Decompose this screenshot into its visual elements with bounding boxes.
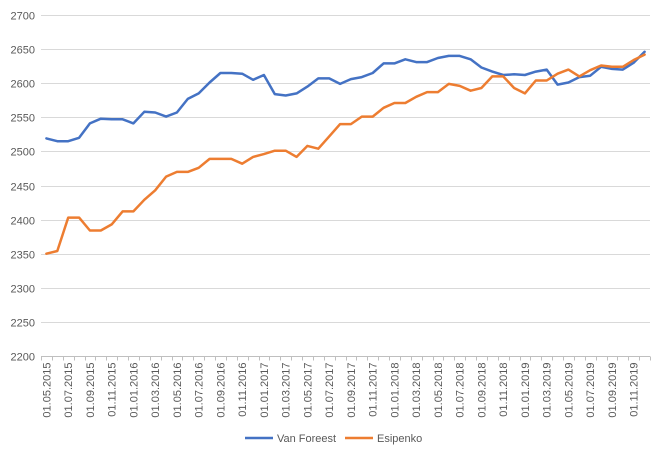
- y-tick-label: 2450: [11, 182, 35, 194]
- x-tick-label: 01.11.2016: [237, 363, 249, 417]
- y-tick-label: 2700: [11, 11, 35, 23]
- legend: Van Foreest Esipenko: [245, 433, 422, 445]
- x-tick-label: 01.05.2018: [433, 363, 445, 418]
- x-tick-label: 01.01.2016: [128, 363, 140, 418]
- x-tick-label: 01.07.2015: [63, 363, 75, 418]
- legend-label: Van Foreest: [277, 433, 336, 445]
- x-tick-label: 01.11.2018: [498, 363, 510, 417]
- x-tick-label: 01.11.2017: [368, 363, 380, 417]
- x-tick-label: 01.05.2015: [41, 363, 53, 418]
- y-tick-label: 2500: [11, 147, 35, 159]
- legend-item-esipenko: Esipenko: [345, 433, 422, 445]
- legend-item-van-foreest: Van Foreest: [245, 433, 336, 445]
- x-tick-label: 01.01.2019: [520, 363, 532, 418]
- x-tick-label: 01.11.2015: [107, 363, 119, 417]
- x-tick-label: 01.05.2019: [563, 363, 575, 418]
- x-tick-label: 01.01.2017: [259, 363, 271, 418]
- y-tick-label: 2400: [11, 216, 35, 228]
- y-tick-label: 2650: [11, 45, 35, 57]
- x-tick-label: 01.05.2016: [172, 363, 184, 418]
- y-tick-label: 2350: [11, 250, 35, 262]
- x-tick-label: 01.03.2016: [150, 363, 162, 418]
- x-tick-label: 01.03.2018: [411, 363, 423, 418]
- x-tick-label: 01.07.2019: [585, 363, 597, 418]
- y-tick-label: 2200: [11, 352, 35, 364]
- y-tick-label: 2550: [11, 113, 35, 125]
- y-tick-label: 2600: [11, 79, 35, 91]
- x-tick-label: 01.01.2018: [389, 363, 401, 418]
- y-tick-label: 2300: [11, 284, 35, 296]
- legend-label: Esipenko: [377, 433, 422, 445]
- x-tick-label: 01.09.2015: [85, 363, 97, 418]
- axes: 2200 2250 2300 2350 2400 2450 2500 2550 2600 2650…: [11, 11, 651, 418]
- x-tick-label: 01.07.2016: [194, 363, 206, 418]
- x-tick-label: 01.07.2017: [324, 363, 336, 418]
- x-tick-label: 01.07.2018: [455, 363, 467, 418]
- x-tick-label: 01.03.2017: [281, 363, 293, 418]
- x-tick-label: 01.09.2018: [476, 363, 488, 418]
- x-tick-label: 01.09.2017: [346, 363, 358, 418]
- y-tick-label: 2250: [11, 318, 35, 330]
- series-lines: [45, 50, 646, 255]
- gridlines: [41, 15, 650, 357]
- x-tick-label: 01.09.2019: [607, 363, 619, 418]
- x-tick-label: 01.09.2016: [215, 363, 227, 418]
- series-line-van-foreest: [45, 50, 646, 143]
- x-tick-label: 01.05.2017: [302, 363, 314, 418]
- series-line-esipenko: [45, 53, 646, 255]
- x-tick-label: 01.03.2019: [542, 363, 554, 418]
- x-tick-label: 01.11.2019: [629, 363, 641, 417]
